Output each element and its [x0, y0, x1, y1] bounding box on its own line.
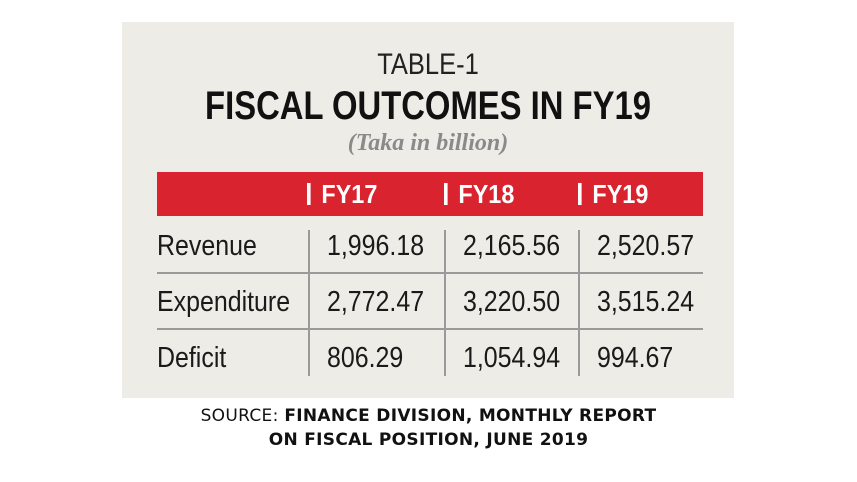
table-row: Revenue 1,996.18 2,165.56 2,520.57: [157, 218, 703, 274]
column-header-label: FY19: [592, 179, 649, 209]
cell-revenue-fy19: 2,520.57: [597, 230, 695, 262]
table-card: TABLE-1 FISCAL OUTCOMES IN FY19 (Taka in…: [122, 22, 734, 398]
table-row: Expenditure 2,772.47 3,220.50 3,515.24: [157, 274, 703, 330]
column-divider: [578, 230, 580, 376]
column-header-fy17: FY17: [307, 172, 377, 216]
column-header-fy18: FY18: [444, 172, 514, 216]
table-row: Deficit 806.29 1,054.94 994.67: [157, 330, 703, 386]
cell-expenditure-fy19: 3,515.24: [597, 286, 695, 318]
divider-mark: [307, 183, 311, 206]
table-number: TABLE-1: [377, 48, 479, 81]
cell-deficit-fy17: 806.29: [327, 342, 404, 374]
source-label: SOURCE:: [200, 406, 279, 426]
table-title: FISCAL OUTCOMES IN FY19: [205, 84, 651, 128]
cell-deficit-fy18: 1,054.94: [463, 342, 561, 374]
row-label-expenditure: Expenditure: [157, 286, 291, 318]
table-unit: (Taka in billion): [347, 130, 509, 156]
cell-revenue-fy18: 2,165.56: [463, 230, 561, 262]
source-note: SOURCE: FINANCE DIVISION, MONTHLY REPORT…: [0, 404, 857, 452]
column-header-fy19: FY19: [578, 172, 648, 216]
divider-mark: [578, 183, 582, 206]
divider-mark: [444, 183, 448, 206]
source-line-1: FINANCE DIVISION, MONTHLY REPORT: [284, 406, 657, 426]
column-divider: [308, 230, 310, 376]
cell-expenditure-fy18: 3,220.50: [463, 286, 561, 318]
cell-revenue-fy17: 1,996.18: [327, 230, 425, 262]
row-label-deficit: Deficit: [157, 342, 227, 374]
column-divider: [444, 230, 446, 376]
row-divider: [157, 328, 703, 330]
row-divider: [157, 272, 703, 274]
cell-deficit-fy19: 994.67: [597, 342, 674, 374]
source-line-2: ON FISCAL POSITION, JUNE 2019: [268, 430, 589, 450]
row-label-revenue: Revenue: [157, 230, 257, 262]
column-header-label: FY17: [321, 179, 378, 209]
cell-expenditure-fy17: 2,772.47: [327, 286, 425, 318]
table-header: FY17 FY18 FY19: [157, 172, 703, 216]
column-header-label: FY18: [458, 179, 515, 209]
